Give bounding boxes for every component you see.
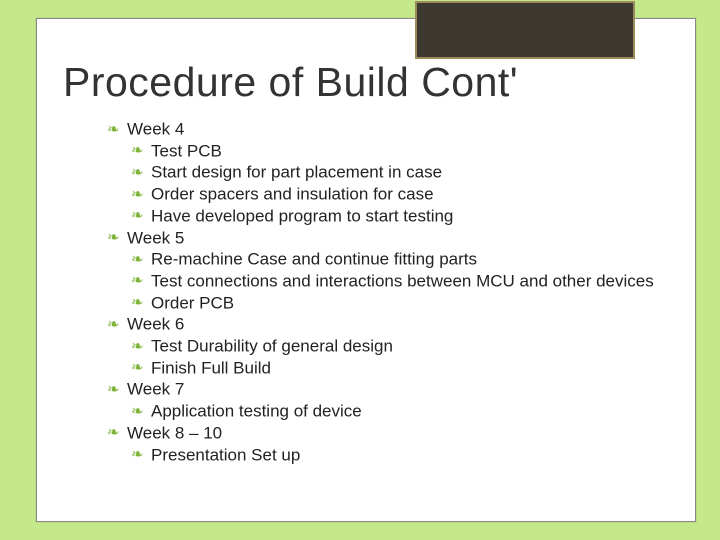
week-item: ❧Test PCB [131, 141, 665, 162]
week-item: ❧Finish Full Build [131, 358, 665, 379]
week-item: ❧Order PCB [131, 293, 665, 314]
week-item-text: Order PCB [151, 293, 234, 312]
leaf-bullet-icon: ❧ [131, 294, 149, 312]
leaf-bullet-icon: ❧ [131, 164, 149, 182]
week-item-text: Test connections and interactions betwee… [151, 271, 654, 290]
week-item: ❧Start design for part placement in case [131, 162, 665, 183]
leaf-bullet-icon: ❧ [107, 424, 125, 442]
week-heading: ❧Week 4 [107, 119, 665, 140]
week-heading: ❧Week 5 [107, 228, 665, 249]
leaf-bullet-icon: ❧ [131, 338, 149, 356]
leaf-bullet-icon: ❧ [131, 142, 149, 160]
week-item: ❧Test Durability of general design [131, 336, 665, 357]
week-item-text: Finish Full Build [151, 358, 271, 377]
leaf-bullet-icon: ❧ [131, 446, 149, 464]
week-item-text: Test PCB [151, 141, 222, 160]
week-item: ❧Re-machine Case and continue fitting pa… [131, 249, 665, 270]
slide-content: ❧Week 4❧Test PCB❧Start design for part p… [107, 119, 665, 466]
slide-title: Procedure of Build Cont' [63, 59, 518, 106]
leaf-bullet-icon: ❧ [131, 403, 149, 421]
week-item: ❧Test connections and interactions betwe… [131, 271, 665, 292]
week-label: Week 6 [127, 315, 184, 334]
week-item: ❧Have developed program to start testing [131, 206, 665, 227]
leaf-bullet-icon: ❧ [107, 381, 125, 399]
leaf-bullet-icon: ❧ [131, 272, 149, 290]
leaf-bullet-icon: ❧ [131, 359, 149, 377]
week-item-text: Start design for part placement in case [151, 163, 442, 182]
week-label: Week 7 [127, 380, 184, 399]
week-label: Week 8 – 10 [127, 423, 222, 442]
week-label: Week 5 [127, 228, 184, 247]
accent-box [415, 1, 635, 59]
week-item-text: Re-machine Case and continue fitting par… [151, 250, 477, 269]
week-item-text: Order spacers and insulation for case [151, 184, 434, 203]
week-item-text: Presentation Set up [151, 445, 300, 464]
week-item: ❧Order spacers and insulation for case [131, 184, 665, 205]
leaf-bullet-icon: ❧ [131, 207, 149, 225]
leaf-bullet-icon: ❧ [131, 186, 149, 204]
slide-frame: Procedure of Build Cont' ❧Week 4❧Test PC… [36, 18, 696, 522]
leaf-bullet-icon: ❧ [107, 121, 125, 139]
week-heading: ❧Week 6 [107, 314, 665, 335]
leaf-bullet-icon: ❧ [107, 229, 125, 247]
week-item: ❧Application testing of device [131, 401, 665, 422]
leaf-bullet-icon: ❧ [107, 316, 125, 334]
week-heading: ❧Week 7 [107, 379, 665, 400]
week-label: Week 4 [127, 119, 184, 138]
leaf-bullet-icon: ❧ [131, 251, 149, 269]
week-item-text: Have developed program to start testing [151, 206, 453, 225]
week-item-text: Test Durability of general design [151, 336, 393, 355]
week-heading: ❧Week 8 – 10 [107, 423, 665, 444]
week-item-text: Application testing of device [151, 401, 362, 420]
week-item: ❧Presentation Set up [131, 445, 665, 466]
